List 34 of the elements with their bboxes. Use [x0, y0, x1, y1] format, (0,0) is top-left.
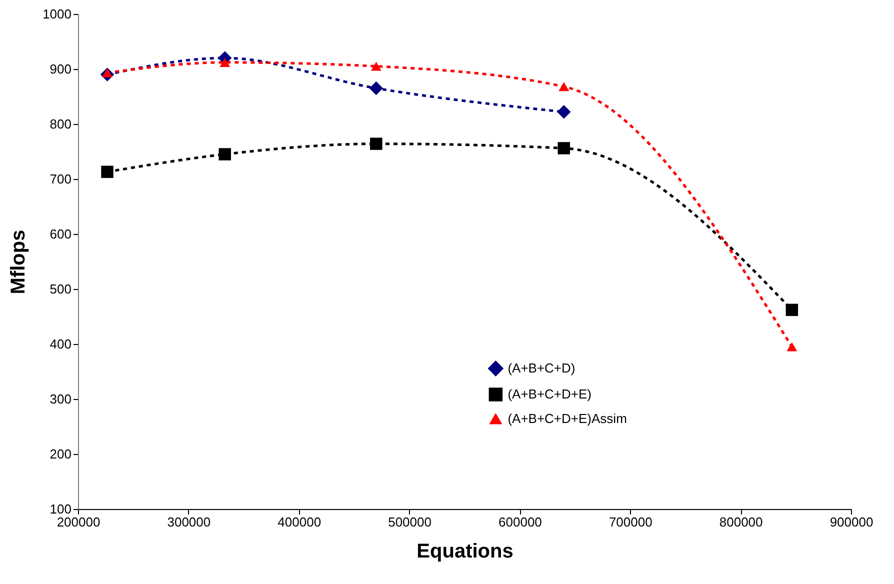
x-tick-label: 300000 [167, 514, 211, 530]
y-tick-label: 800 [50, 116, 72, 132]
point [786, 342, 798, 352]
y-tick-label: 500 [50, 282, 72, 296]
x-tick-label: 500000 [388, 514, 432, 530]
point [370, 62, 382, 71]
point [558, 142, 570, 154]
x-tick-label: 900000 [830, 514, 874, 530]
legend-label: (A+B+C+D+E)Assim [508, 411, 627, 426]
y-tick-label: 400 [50, 336, 72, 352]
x-tick-label: 400000 [278, 514, 322, 530]
point [558, 82, 570, 92]
x-tick-label: 600000 [498, 514, 542, 530]
y-tick-label: 900 [50, 62, 72, 76]
point [101, 166, 114, 178]
y-tick-label: 1000 [42, 6, 72, 22]
point [369, 81, 384, 96]
legend-label: (A+B+C+D+E) [508, 386, 592, 402]
x-tick-label: 200000 [56, 514, 100, 530]
point [556, 105, 571, 119]
y-tick-label: 200 [50, 446, 72, 462]
y-tick-label: 700 [50, 172, 72, 186]
point [370, 138, 382, 150]
y-tick-label: 300 [50, 392, 72, 406]
point [786, 304, 798, 316]
y-tick-label: 600 [50, 226, 72, 242]
point [220, 58, 230, 67]
legend-label: (A+B+C+D) [508, 360, 576, 376]
x-tick-label: 800000 [719, 514, 763, 530]
x-axis-title: Equations [416, 540, 514, 562]
point [218, 148, 231, 160]
y-axis-title: Mflops [8, 230, 30, 294]
y-tick-label: 100 [50, 502, 72, 516]
x-tick-label: 700000 [608, 514, 652, 530]
